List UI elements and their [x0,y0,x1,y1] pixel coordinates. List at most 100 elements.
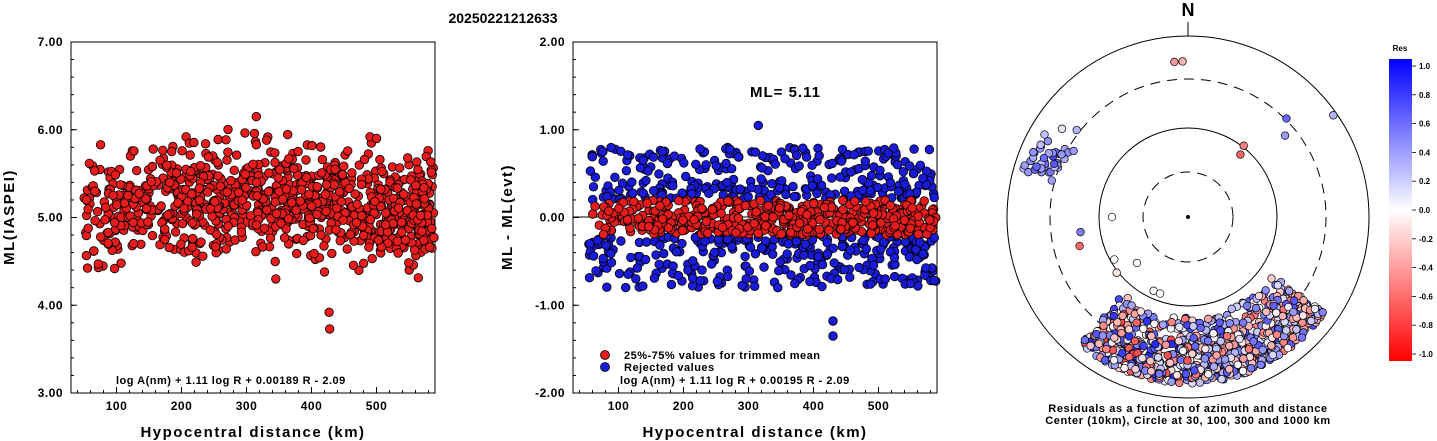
rejected-data-point [733,152,744,162]
rejected-data-point [909,144,919,154]
rejected-data-point [828,243,838,254]
station-residual-point [1246,364,1256,373]
station-residual-point [1318,308,1327,317]
ml-data-point [128,238,139,249]
ml-data-point [109,263,120,274]
rejected-data-point [859,235,869,246]
ml-data-point [426,157,436,167]
trimmed-data-point [905,223,915,234]
rejected-data-point [688,273,698,283]
trimmed-data-point [925,215,935,225]
station-residual-point [1147,331,1156,341]
trimmed-data-point [803,224,813,234]
ml-data-point [81,195,92,205]
station-residual-point [1167,318,1176,327]
ml-data-point [312,181,322,192]
trimmed-data-point [768,212,778,222]
trimmed-data-point [850,196,860,207]
ml-data-point [92,206,103,217]
station-residual-point [1200,354,1210,363]
rejected-data-point [814,150,824,161]
ml-data-point [249,128,260,139]
legend-marker-rejected [600,362,610,372]
trimmed-data-point [707,204,718,215]
rejected-data-point [598,253,608,264]
trimmed-data-point [614,203,624,214]
rejected-data-point [750,281,760,292]
ml-data-point [93,259,104,269]
station-residual-point [1216,326,1225,335]
y-tick-label: 1.00 [540,123,565,137]
station-residual-point [1117,328,1126,338]
trimmed-data-point [760,211,770,222]
ring-300km [1049,78,1327,356]
station-residual-point [1100,356,1110,365]
trimmed-data-point [868,208,879,218]
rejected-data-point [585,166,596,176]
rejected-data-point [839,264,850,275]
rejected-data-point [744,266,755,276]
trimmed-data-point [913,211,923,221]
trimmed-data-point [644,221,654,232]
rejected-data-point [750,147,761,157]
ml-data-point [427,223,437,234]
station-residual-point [1076,227,1085,237]
y-tick-label: 4.00 [38,298,63,312]
x-tick-label: 100 [106,399,128,413]
ml-data-point [187,242,197,252]
ml-data-point [236,227,247,237]
plot2-axes: 100 200 300 400 500 -2.00 -1.00 0.00 1.00 2.00 [535,35,931,413]
ml-data-point [397,227,407,237]
station-residual-point [1165,358,1175,367]
ml-data-point [339,161,349,171]
north-label: N [1182,0,1195,20]
trimmed-data-point [733,213,744,223]
ml-data-point [419,183,429,193]
ml-data-point [205,225,215,235]
rejected-data-point [817,281,827,292]
ml-data-point [364,242,374,252]
rejected-data-point [757,163,767,173]
rejected-data-point [654,259,664,270]
ml-data-point [292,248,302,259]
rejected-data-point [623,269,633,280]
y-tick-label: 2.00 [540,35,565,49]
ml-data-point [100,202,111,213]
station-residual-point [1292,325,1301,334]
trimmed-data-point [701,216,712,227]
rejected-data-point [889,253,900,263]
trimmed-data-point [907,203,917,213]
ml-data-point [343,146,353,156]
x-tick-label: 200 [171,399,193,413]
station-residual-point [1020,161,1029,170]
polar-caption-line1: Residuals as a function of azimuth and d… [1048,403,1327,415]
rejected-data-point [833,274,843,285]
rejected-data-point [929,275,939,286]
station-residual-point [1216,337,1225,346]
ml-data-point [191,257,201,267]
rejected-data-point [915,237,925,247]
rejected-data-point [606,257,617,268]
ml-data-point [203,152,214,162]
legend-label-rejected: Rejected values [624,362,715,374]
rejected-data-point [745,242,756,252]
rejected-data-point [691,159,701,170]
polar-points [1019,57,1338,388]
plot2-ylabel: ML - ML(evt) [499,164,516,270]
station-residual-point [1118,311,1127,320]
ml-data-point [356,179,367,190]
ml-data-point [112,200,122,210]
ml-data-point [163,210,173,220]
rejected-data-point [671,247,682,257]
station-residual-point [1290,296,1299,305]
ml-data-point [393,248,403,258]
colorbar-tick-label: 0.4 [1419,148,1431,157]
station-residual-point [1204,370,1213,379]
colorbar-tick-label: 0.2 [1419,177,1431,186]
ml-data-point [264,168,274,178]
x-tick-label: 500 [868,399,890,413]
rejected-data-point [711,160,721,171]
ring-100km [1098,127,1278,307]
ml-data-point [162,160,172,170]
ml-data-point [222,187,232,197]
